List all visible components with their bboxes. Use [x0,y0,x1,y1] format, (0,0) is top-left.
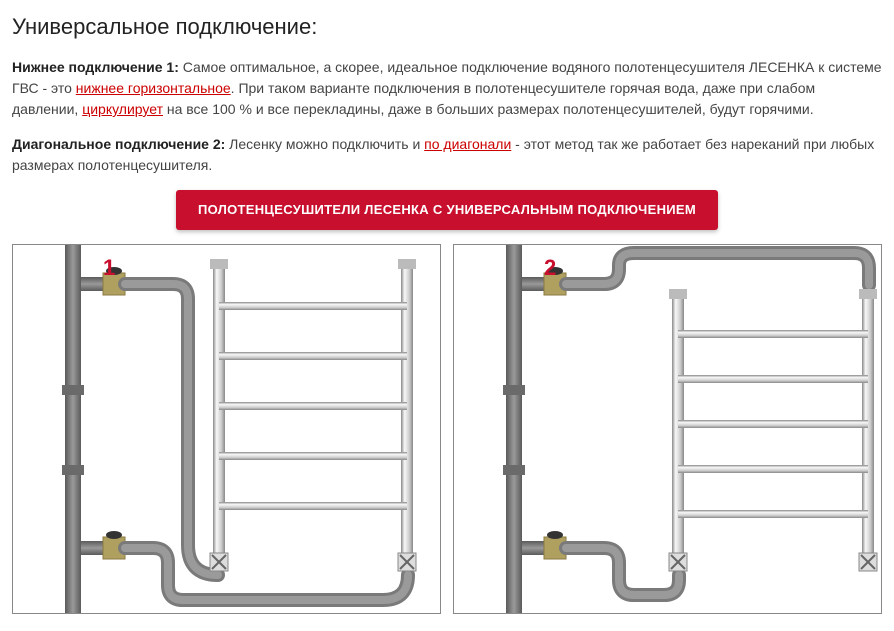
diagram-2-label: 2 [544,251,556,284]
para2-bold: Диагональное подключение 2: [12,136,225,152]
diagram-diagonal-connection: 2 [453,244,882,614]
diagram-bottom-connection: 1 [12,244,441,614]
link-circulates[interactable]: циркулирует [82,101,163,117]
para1-t3: на все 100 % и все перекладины, даже в б… [163,101,814,117]
diagram-1-svg [13,245,441,614]
shutoff-valve-icon [210,553,228,571]
link-bottom-horizontal[interactable]: нижнее горизонтальное [76,80,231,96]
diagram-1-label: 1 [103,251,115,284]
shutoff-valve-icon [669,553,687,571]
para2-t1: Лесенку можно подключить и [225,136,424,152]
diagram-2-svg [454,245,882,614]
page-heading: Универсальное подключение: [12,10,882,43]
para1-bold: Нижнее подключение 1: [12,59,179,75]
shutoff-valve-icon [398,553,416,571]
diagrams-row: 1 [12,244,882,614]
paragraph-bottom-connection: Нижнее подключение 1: Самое оптимальное,… [12,57,882,120]
paragraph-diagonal-connection: Диагональное подключение 2: Лесенку можн… [12,134,882,176]
link-diagonal[interactable]: по диагонали [424,136,511,152]
shutoff-valve-icon [859,553,877,571]
cta-button-universal-connection[interactable]: ПОЛОТЕНЦЕСУШИТЕЛИ ЛЕСЕНКА С УНИВЕРСАЛЬНЫ… [176,190,718,230]
